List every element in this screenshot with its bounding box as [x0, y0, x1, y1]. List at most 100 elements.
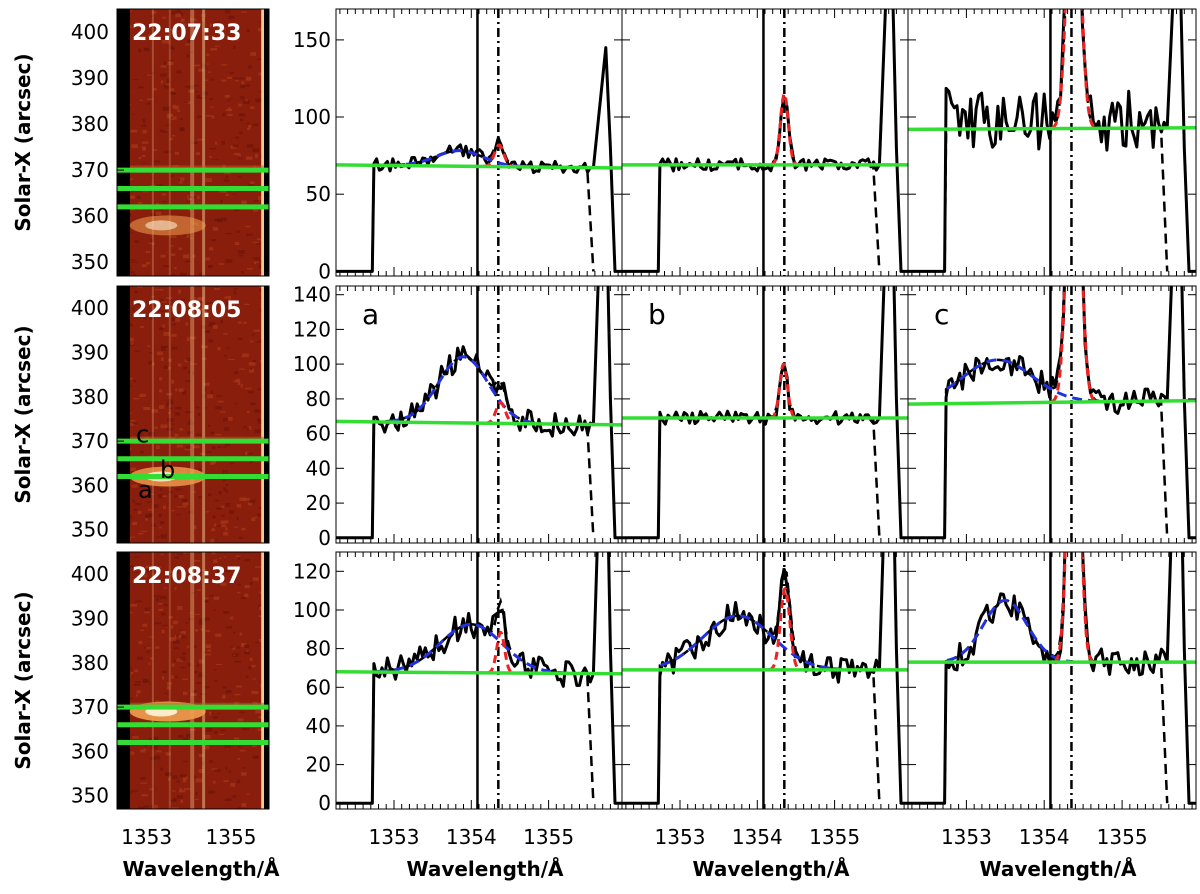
image-noise — [193, 645, 197, 649]
image-noise — [155, 211, 162, 215]
image-noise — [151, 409, 159, 413]
image-noise — [170, 118, 175, 120]
image-noise — [171, 663, 175, 667]
image-noise — [239, 711, 245, 714]
image-noise — [169, 637, 176, 641]
image-noise — [145, 250, 151, 254]
image-noise — [176, 506, 182, 508]
image-noise — [216, 395, 223, 397]
image-noise — [234, 136, 239, 139]
image-noise — [247, 502, 252, 506]
image-noise — [255, 260, 261, 262]
image-noise — [257, 388, 264, 391]
image-noise — [172, 104, 176, 109]
image-noise — [143, 490, 150, 495]
image-noise — [171, 423, 175, 425]
image-noise — [239, 749, 246, 752]
image-noise — [131, 734, 138, 737]
image-noise — [129, 271, 135, 275]
image-noise — [132, 735, 139, 739]
image-noise — [254, 261, 257, 265]
panel-frame — [621, 8, 909, 277]
image-noise — [193, 775, 197, 779]
image-noise — [166, 305, 173, 308]
image-noise — [169, 274, 177, 276]
image-noise — [220, 520, 226, 525]
image-noise — [171, 379, 175, 384]
image-noise — [245, 99, 248, 102]
image-noise — [204, 79, 208, 81]
image-noise — [251, 333, 255, 336]
image-noise — [197, 24, 201, 28]
image-noise — [130, 423, 135, 426]
image-noise — [209, 322, 216, 325]
image-noise — [163, 61, 166, 65]
image-noise — [159, 310, 167, 312]
image-noise — [140, 325, 145, 328]
image-noise — [174, 267, 177, 269]
spectrum-x-tick-label: 1353 — [941, 825, 992, 849]
image-noise — [225, 296, 230, 298]
image-noise — [137, 202, 143, 204]
image-noise — [137, 656, 144, 660]
image-noise — [143, 47, 150, 52]
image-noise — [212, 115, 215, 119]
image-noise — [244, 559, 251, 562]
y-tick-label: 370 — [71, 695, 109, 719]
image-noise — [173, 646, 179, 650]
image-noise — [157, 603, 163, 605]
image-noise — [189, 51, 194, 54]
cut-label-c: c — [136, 420, 149, 448]
spectrum-x-tick-label: 1355 — [809, 825, 860, 849]
image-noise — [237, 381, 241, 385]
image-noise — [174, 587, 177, 590]
image-noise — [222, 696, 225, 699]
image-noise — [239, 131, 243, 135]
image-noise — [162, 201, 167, 203]
image-noise — [184, 260, 189, 263]
image-noise — [140, 782, 148, 784]
image-noise — [200, 452, 205, 455]
image-noise — [207, 424, 211, 427]
image-noise — [219, 557, 222, 559]
image-noise — [242, 353, 249, 358]
image-noise — [208, 265, 212, 268]
image-noise — [128, 377, 133, 380]
broad-component-fit — [660, 614, 842, 671]
image-noise — [223, 487, 226, 491]
image-noise — [189, 84, 195, 89]
image-noise — [233, 631, 236, 634]
image-noise — [135, 503, 142, 506]
image-ylabel: Solar-X (arcsec) — [11, 53, 35, 231]
image-noise — [220, 199, 223, 204]
image-noise — [198, 496, 203, 499]
image-noise — [151, 362, 155, 366]
image-edge-strip — [117, 9, 130, 276]
image-noise — [187, 421, 194, 425]
image-noise — [239, 497, 246, 501]
image-noise — [171, 92, 177, 95]
image-noise — [238, 113, 246, 117]
image-noise — [235, 308, 239, 311]
image-noise — [151, 296, 155, 298]
image-noise — [196, 94, 201, 99]
image-noise — [160, 488, 163, 491]
image-noise — [190, 692, 197, 696]
image-noise — [211, 552, 216, 555]
observed-spectrum — [622, 552, 908, 805]
image-emission-line — [261, 286, 265, 543]
image-noise — [252, 208, 258, 212]
image-noise — [162, 495, 167, 498]
spectrum-y-tick-label: 40 — [306, 714, 331, 738]
image-noise — [187, 663, 193, 667]
image-noise — [170, 175, 175, 177]
image-noise — [148, 431, 155, 436]
image-noise — [130, 751, 135, 755]
image-noise — [150, 177, 155, 179]
spectrum-y-tick-label: 0 — [318, 526, 331, 550]
image-noise — [131, 484, 138, 488]
image-noise — [133, 350, 140, 352]
image-noise — [212, 324, 218, 329]
total-fit-dashed — [657, 363, 881, 538]
image-noise — [259, 638, 263, 643]
